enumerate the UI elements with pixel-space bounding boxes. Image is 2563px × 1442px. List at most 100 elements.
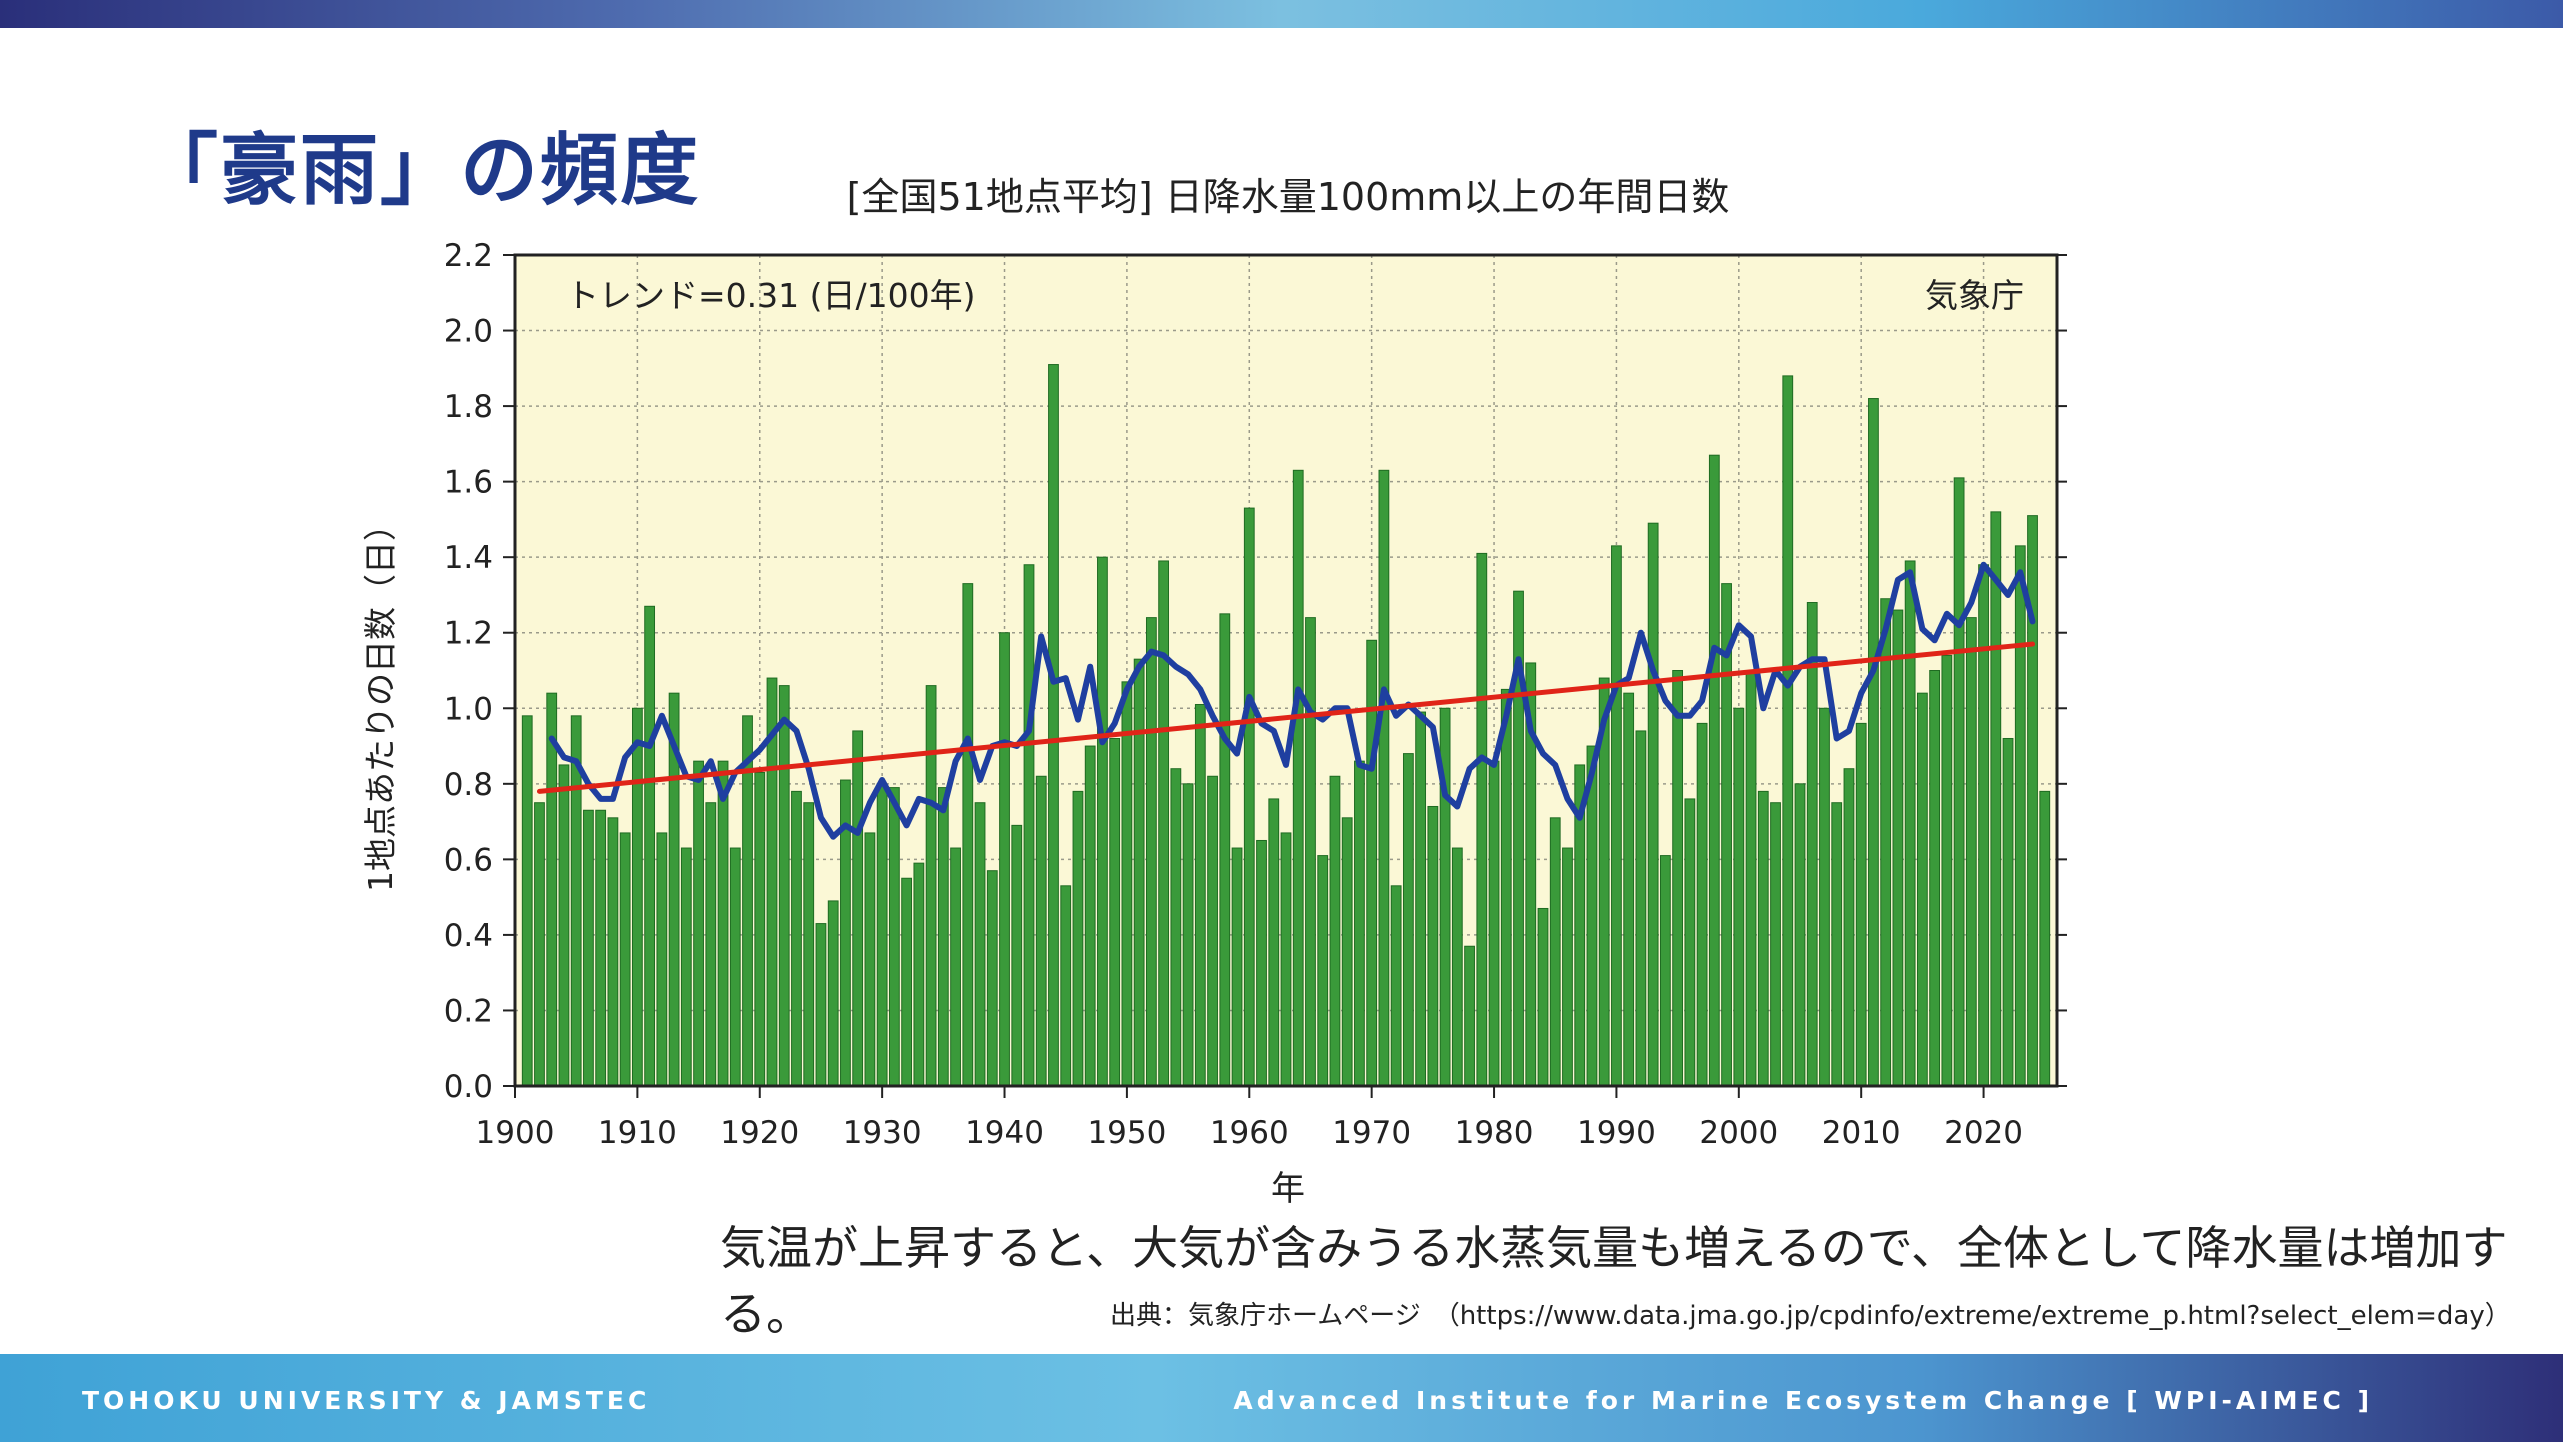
bar-1984	[1537, 907, 1549, 1087]
bar-1931	[888, 787, 900, 1087]
bar-1950	[1121, 681, 1133, 1087]
bar-1929	[864, 832, 876, 1087]
bar-1965	[1305, 617, 1316, 1087]
bar-1955	[1182, 783, 1194, 1087]
y-tick-label: 0.6	[444, 842, 493, 878]
bar-1906	[583, 809, 594, 1087]
bar-1985	[1549, 817, 1561, 1087]
x-tick-label: 1960	[1210, 1115, 1289, 1151]
moving-average-line	[548, 561, 2036, 840]
bar-2002	[1757, 790, 1769, 1087]
bar-1999	[1721, 583, 1732, 1087]
bar-1993	[1647, 522, 1659, 1087]
bar-1911	[644, 605, 656, 1087]
bar-2008	[1831, 802, 1843, 1087]
bar-2015	[1916, 692, 1928, 1087]
bar-1945	[1060, 885, 1072, 1087]
bar-1915	[693, 760, 704, 1087]
y-tick-label: 1.0	[444, 691, 493, 727]
x-tick-label: 1900	[476, 1115, 555, 1151]
agency-label: 気象庁	[1925, 276, 2024, 315]
bar-1971	[1378, 469, 1390, 1087]
footer-band: TOHOKU UNIVERSITY & JAMSTEC Advanced Ins…	[0, 1354, 2563, 1442]
y-tick-label: 1.2	[444, 616, 493, 652]
chart-title: [全国51地点平均] 日降水量100mm以上の年間日数	[847, 175, 1730, 219]
bar-1901	[521, 715, 533, 1087]
bar-1914	[680, 847, 692, 1087]
bar-2007	[1819, 707, 1830, 1087]
bar-1960	[1243, 507, 1255, 1087]
bar-1996	[1684, 798, 1696, 1087]
bar-1903	[546, 692, 558, 1087]
bar-1981	[1500, 688, 1512, 1087]
trend-label: トレンド=0.31 (日/100年)	[566, 276, 975, 315]
bar-1910	[631, 707, 643, 1087]
bar-1920	[754, 771, 766, 1087]
bar-1923	[791, 790, 802, 1087]
bar-1954	[1170, 768, 1182, 1087]
bar-2009	[1843, 768, 1855, 1087]
bar-2006	[1806, 602, 1818, 1087]
top-gradient-band	[0, 0, 2563, 28]
bar-1933	[913, 862, 925, 1087]
y-tick-label: 0.0	[444, 1069, 493, 1105]
bar-1916	[705, 802, 717, 1087]
x-tick-label: 2010	[1822, 1115, 1901, 1151]
bar-1926	[827, 900, 839, 1087]
bar-2005	[1794, 783, 1806, 1087]
bar-1948	[1097, 556, 1108, 1087]
bar-1956	[1194, 703, 1206, 1087]
x-axis-label: 年	[1271, 1169, 1305, 1209]
bar-1930	[876, 783, 888, 1087]
bar-1952	[1145, 617, 1157, 1087]
bar-2003	[1770, 802, 1781, 1087]
bar-2020	[1978, 564, 1989, 1087]
bar-1932	[901, 877, 913, 1087]
x-tick-label: 2020	[1944, 1115, 2023, 1151]
bar-1972	[1390, 885, 1402, 1087]
bar-1974	[1415, 711, 1427, 1087]
footer-right-text: Advanced Institute for Marine Ecosystem …	[1233, 1386, 2373, 1415]
bar-1988	[1586, 745, 1598, 1087]
bar-1917	[717, 760, 729, 1087]
caption: 気温が上昇すると、大気が含みうる水蒸気量も増えるので、全体として降水量は増加する…	[720, 1221, 2508, 1341]
bar-1951	[1133, 658, 1145, 1087]
bar-1969	[1354, 760, 1365, 1087]
bar-2018	[1953, 477, 1965, 1087]
bar-2025	[2039, 790, 2051, 1087]
y-tick-label: 0.2	[444, 993, 493, 1029]
bar-1902	[534, 802, 545, 1087]
bar-2013	[1892, 609, 1904, 1087]
bar-1968	[1341, 817, 1353, 1087]
bar-1992	[1635, 730, 1647, 1087]
bar-1958	[1219, 613, 1231, 1087]
bar-2022	[2002, 737, 2014, 1087]
bar-1967	[1329, 775, 1341, 1087]
axis-ticks: 0.0 0.2 0.4 0.6 0.8 1.0 1.2 1.4 1.6 1.8 2.0 2.2 1900…	[444, 238, 2067, 1151]
bar-1949	[1109, 737, 1121, 1087]
bar-1980	[1488, 760, 1500, 1087]
bar-1953	[1158, 560, 1170, 1087]
bar-1957	[1207, 775, 1218, 1087]
x-tick-label: 1970	[1332, 1115, 1411, 1151]
bar-1962	[1268, 798, 1280, 1087]
bar-1904	[558, 764, 570, 1087]
bar-1964	[1292, 469, 1304, 1087]
bar-1978	[1464, 945, 1475, 1087]
slide-title: 「豪雨」の頻度	[140, 126, 701, 216]
bar-1977	[1451, 847, 1463, 1087]
footer-left-text: TOHOKU UNIVERSITY & JAMSTEC	[82, 1386, 651, 1415]
bar-1963	[1280, 832, 1292, 1087]
bar-1979	[1476, 552, 1488, 1087]
bar-1938	[974, 802, 986, 1087]
y-tick-label: 0.4	[444, 918, 493, 954]
y-tick-label: 2.2	[444, 238, 493, 274]
source-citation: 出典：気象庁ホームページ （https://www.data.jma.go.jp…	[1110, 1301, 2511, 1331]
bar-1922	[778, 685, 790, 1087]
bar-1936	[950, 847, 961, 1087]
bar-1937	[962, 583, 974, 1087]
x-tick-label: 1930	[843, 1115, 922, 1151]
bar-1995	[1672, 670, 1684, 1087]
bar-1909	[619, 832, 631, 1087]
bar-2016	[1929, 670, 1941, 1087]
